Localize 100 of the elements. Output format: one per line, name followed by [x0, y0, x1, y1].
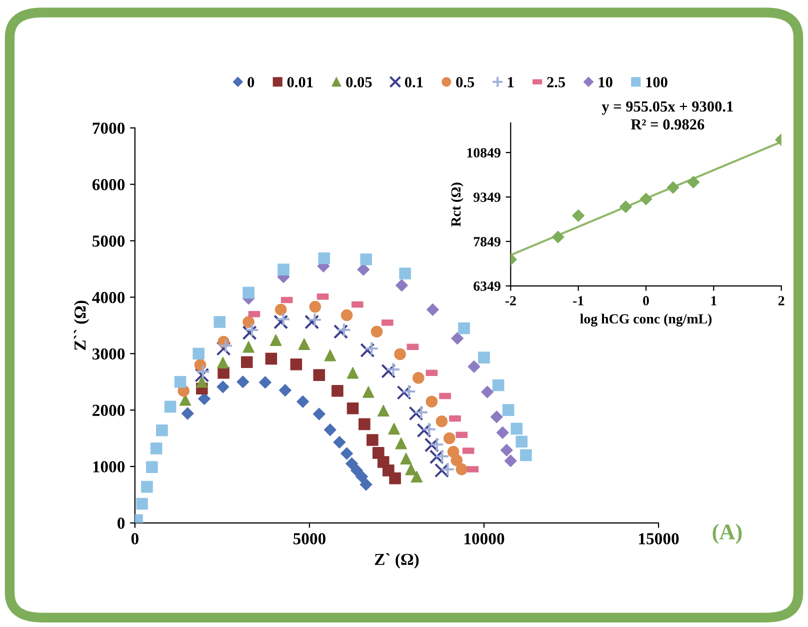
y-tick-label: 6349: [474, 282, 500, 291]
y-tick-label: 9349: [474, 192, 500, 202]
x-tick-label: 15000: [639, 533, 679, 544]
point: [496, 426, 509, 439]
point: [478, 352, 490, 364]
point: [377, 404, 390, 417]
y-tick-label: 10849: [467, 148, 500, 158]
y-tick-label: 6000: [92, 179, 125, 190]
point: [141, 480, 153, 493]
point: [278, 384, 292, 397]
point: [395, 437, 407, 450]
point: [298, 338, 310, 350]
point: [364, 341, 379, 356]
legend-label: 0.05: [346, 77, 372, 88]
legend-label: 0.01: [287, 77, 313, 88]
point: [510, 422, 523, 435]
point: [687, 176, 700, 188]
x-axis-title: Z` (Ω): [374, 553, 419, 568]
point: [395, 279, 408, 292]
point: [276, 312, 291, 326]
point: [362, 386, 374, 398]
point: [196, 376, 208, 388]
x-tick-label: 0: [643, 296, 649, 306]
point: [274, 304, 287, 316]
point: [399, 268, 411, 280]
y-tick-label: 7000: [92, 122, 125, 134]
point: [240, 356, 253, 368]
point: [434, 449, 450, 464]
point: [333, 324, 348, 339]
point: [389, 472, 401, 484]
legend-label: 1: [508, 77, 514, 88]
point: [346, 366, 359, 379]
x-tick-label: -2: [505, 296, 516, 306]
x-tick-label: 1: [711, 296, 716, 306]
y-tick-label: 2000: [92, 404, 125, 416]
point: [414, 405, 428, 420]
point: [136, 498, 148, 510]
point: [216, 380, 230, 394]
point: [258, 376, 272, 389]
legend-label: 100: [646, 77, 668, 88]
y-tick-label: 4000: [92, 292, 125, 304]
point: [270, 334, 282, 346]
point: [242, 340, 254, 353]
point: [430, 437, 444, 452]
y-axis-title: Rct (Ω): [450, 182, 464, 226]
point: [434, 463, 450, 478]
point: [340, 447, 354, 460]
point: [360, 253, 372, 266]
point: [332, 384, 344, 397]
legend-label: 0.5: [456, 77, 474, 88]
point: [333, 436, 346, 448]
point: [386, 362, 401, 377]
point: [458, 322, 470, 334]
y-tick-label: 1000: [93, 461, 125, 472]
point: [440, 462, 455, 477]
point: [346, 402, 359, 414]
point: [370, 326, 383, 338]
point: [502, 404, 514, 416]
point: [218, 338, 233, 354]
point: [500, 444, 513, 456]
point: [405, 463, 417, 476]
point: [516, 436, 528, 448]
point: [324, 424, 336, 436]
point: [388, 422, 400, 435]
point: [214, 316, 226, 328]
point: [274, 314, 288, 330]
text: (A): [712, 524, 742, 544]
point: [356, 470, 368, 483]
point: [313, 369, 326, 381]
point: [520, 449, 532, 462]
point: [324, 349, 336, 362]
point: [244, 322, 260, 338]
point: [422, 422, 436, 437]
y-tick-label: 7849: [474, 237, 500, 246]
point: [242, 316, 254, 328]
legend-label: 0: [248, 77, 254, 88]
point: [666, 181, 680, 194]
x-tick-label: -1: [573, 296, 584, 306]
point: [196, 364, 210, 379]
point: [236, 376, 250, 388]
point: [412, 372, 424, 384]
point: [360, 342, 375, 358]
point: [424, 438, 439, 452]
point: [350, 464, 364, 477]
y-tick-label: 0: [118, 518, 125, 529]
point: [174, 376, 186, 388]
legend-label: 0.1: [404, 77, 423, 88]
point: [194, 368, 210, 382]
point: [216, 341, 231, 356]
y-tick-label: 3000: [92, 348, 125, 360]
x-tick-label: 10000: [464, 533, 504, 544]
x-tick-label: 0: [131, 533, 138, 544]
point: [278, 264, 290, 276]
x-tick-label: 2: [778, 296, 784, 306]
point: [318, 252, 330, 264]
text: y = 955.05x + 9300.1: [602, 101, 733, 115]
x-tick-label: 5000: [293, 533, 326, 544]
point: [490, 410, 503, 424]
legend-label: 10: [598, 77, 612, 88]
point: [381, 364, 396, 378]
